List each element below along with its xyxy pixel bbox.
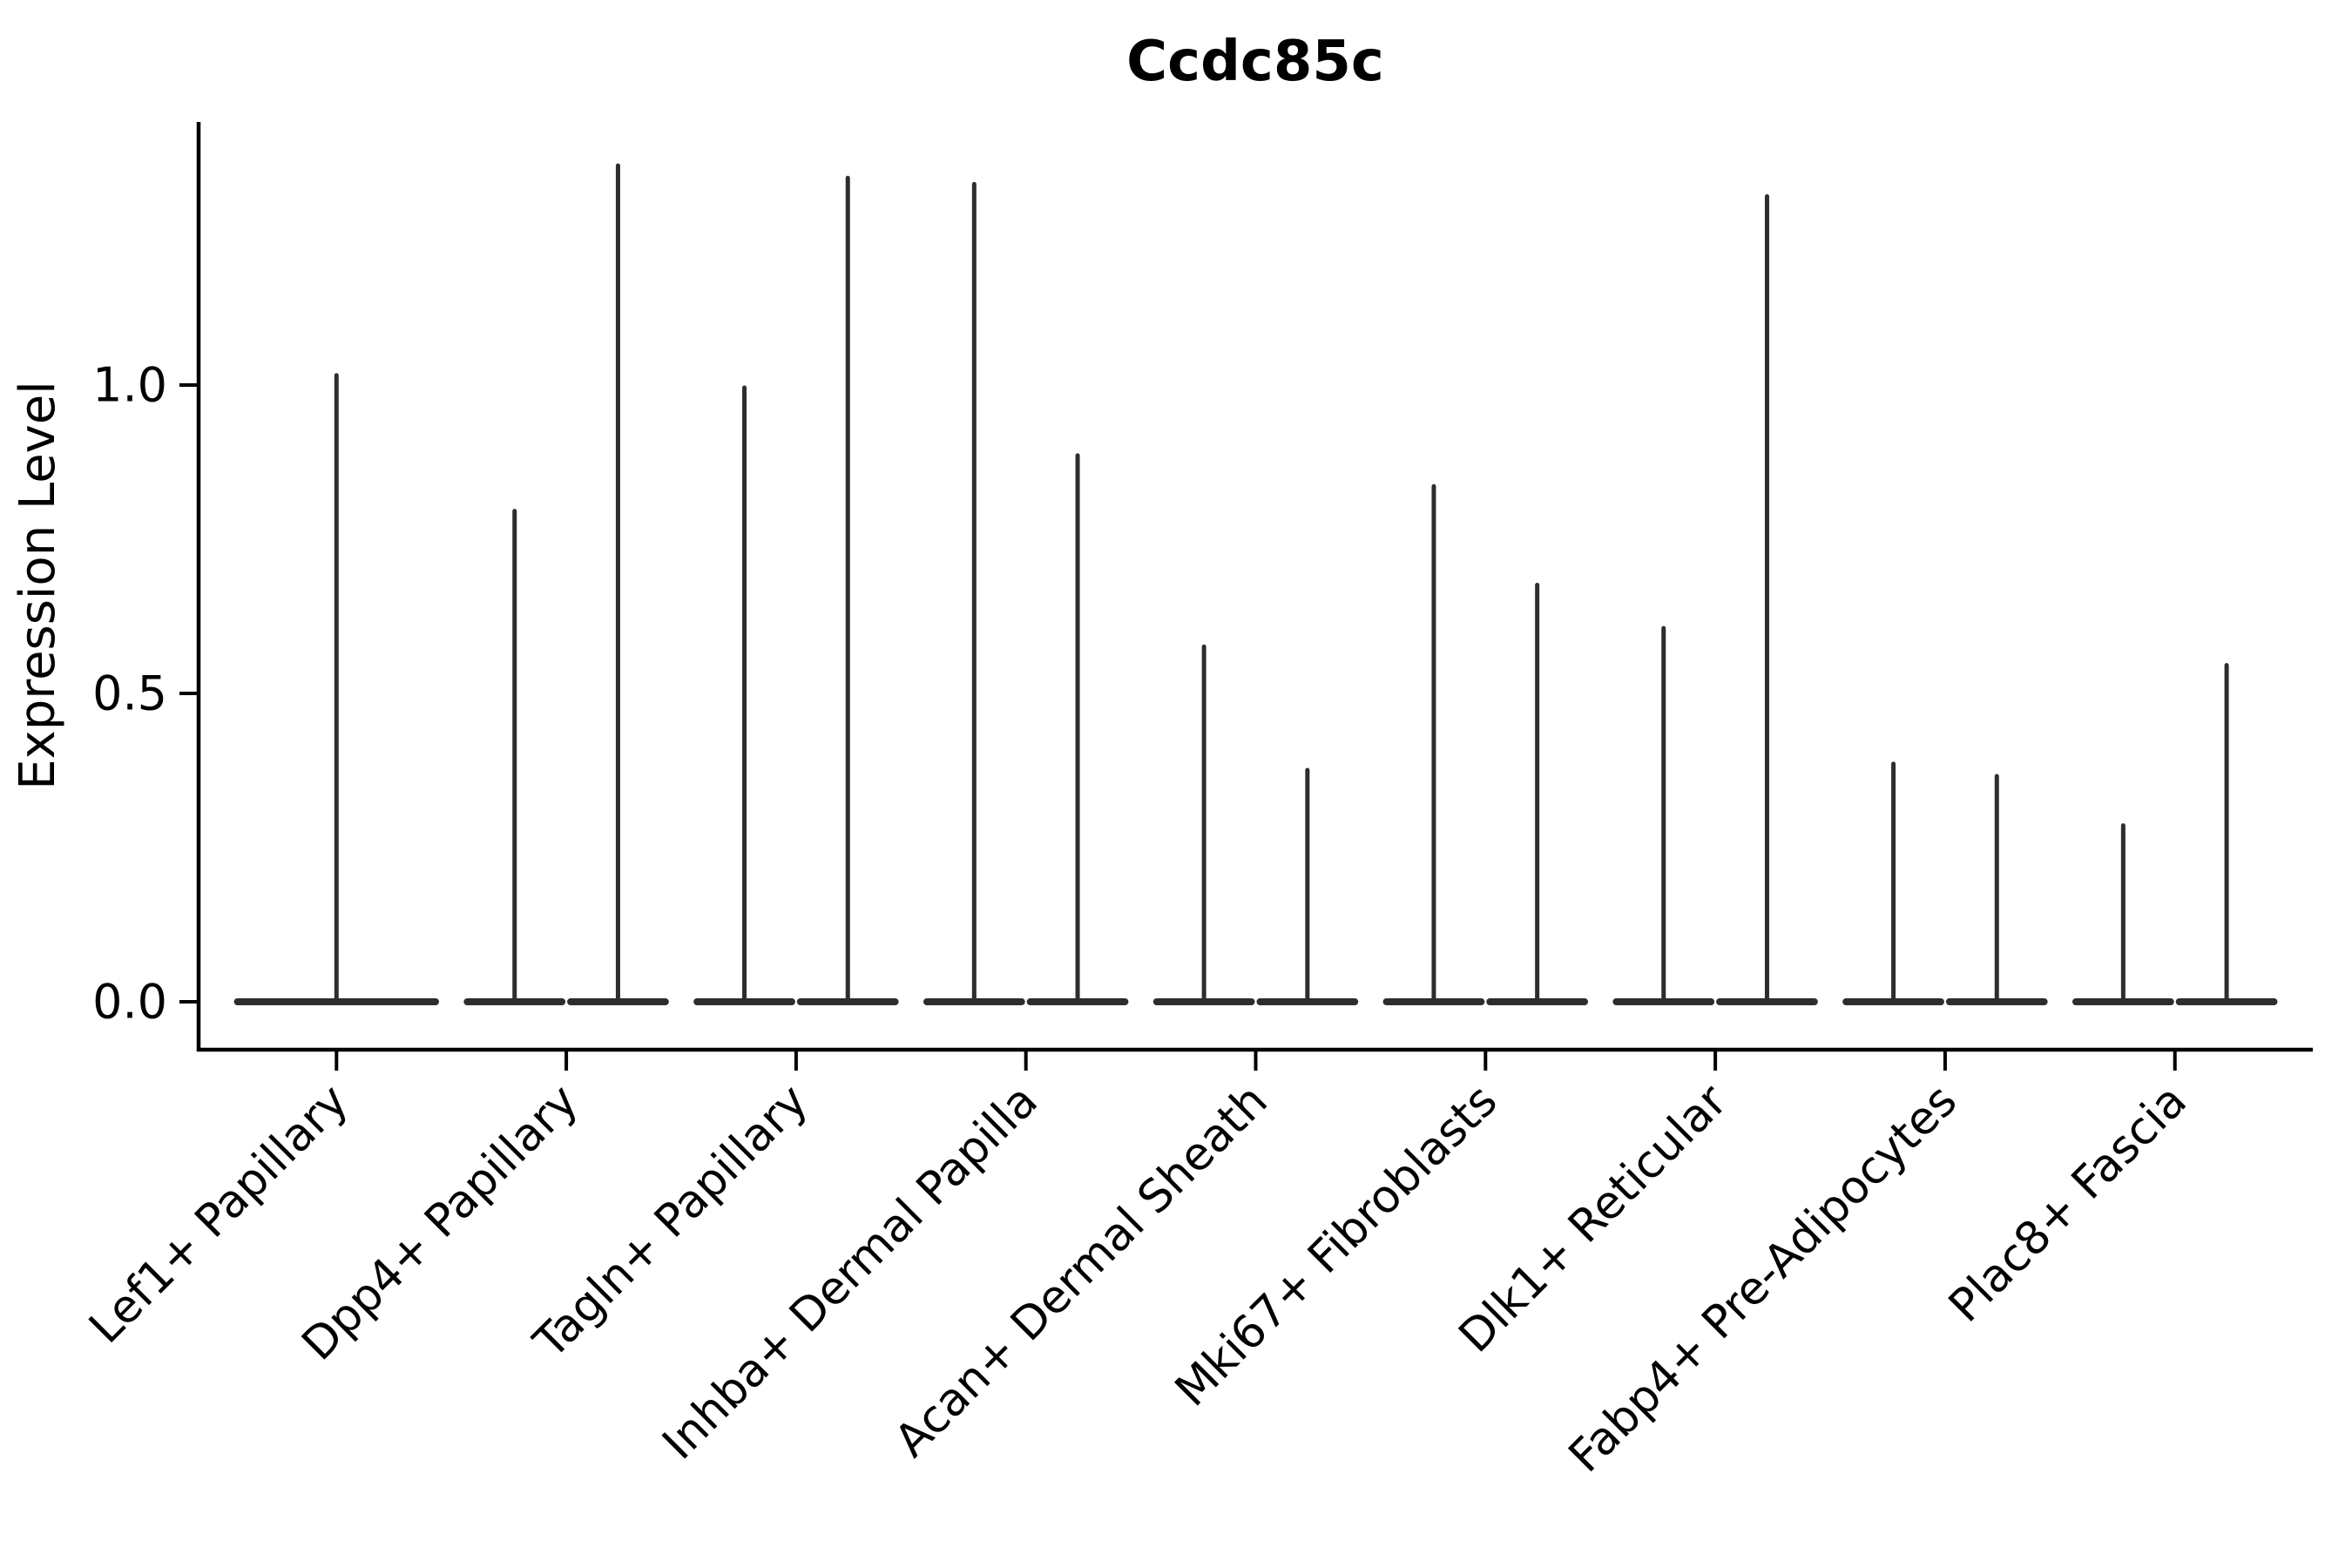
y-tick-marks: 0.0 0.5 1.0	[92, 358, 199, 1030]
y-tick-label: 1.0	[92, 358, 167, 413]
y-tick-label: 0.5	[92, 666, 167, 721]
violin-category	[463, 163, 669, 1005]
x-tick-label: Inhba+ Dermal Papilla	[652, 1075, 1047, 1470]
violin-category	[1382, 483, 1589, 1005]
violin-category	[233, 373, 439, 1005]
violin-category	[1152, 644, 1359, 1005]
chart-title: Ccdc85c	[1126, 30, 1384, 94]
x-tick-label: Acan+ Dermal Sheath	[885, 1075, 1278, 1468]
violin-category	[1842, 761, 2048, 1005]
violin-category	[1612, 194, 1818, 1005]
x-tick-label: Fabp4+ Pre-Adipocytes	[1559, 1075, 1967, 1483]
y-axis-label: Expression Level	[10, 381, 66, 790]
violin-plot-area	[233, 163, 2278, 1005]
x-tick-label: Plac8+ Fascia	[1939, 1075, 2197, 1333]
violin-category	[693, 175, 899, 1005]
y-tick-label: 0.0	[92, 975, 167, 1030]
violin-category	[923, 181, 1129, 1005]
violin-category	[2072, 663, 2278, 1005]
